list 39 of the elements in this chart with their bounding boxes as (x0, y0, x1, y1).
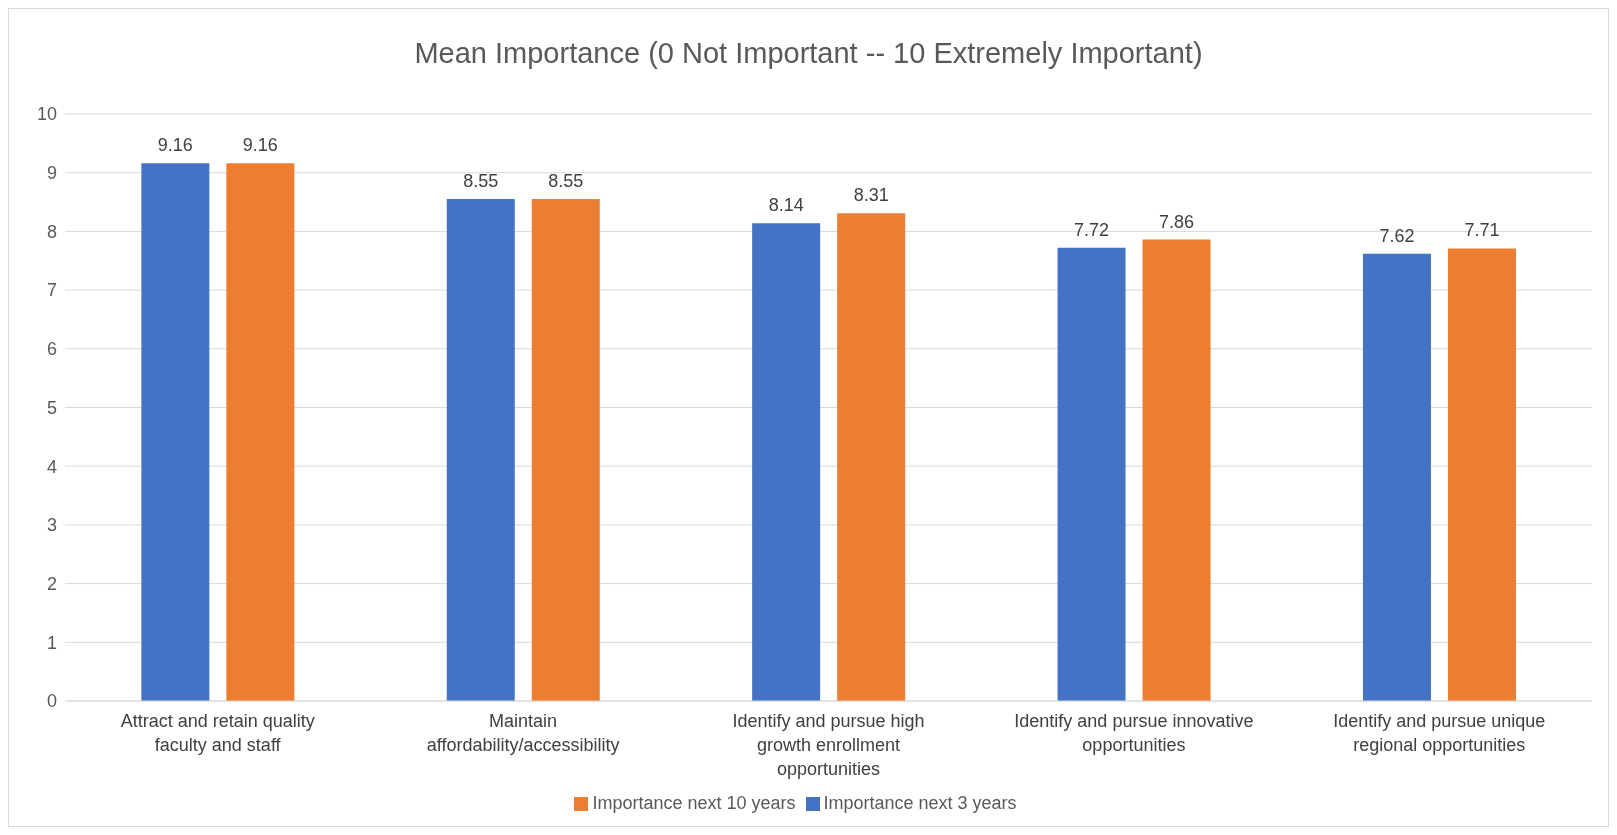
data-label: 7.62 (1379, 225, 1415, 246)
y-tick-label: 4 (46, 456, 57, 477)
y-tick-label: 8 (46, 221, 57, 242)
y-tick-label: 0 (46, 691, 57, 712)
x-tick-label: Attract and retain quality faculty and staff (120, 711, 315, 755)
data-label: 7.71 (1464, 220, 1500, 241)
bar (226, 163, 295, 701)
x-tick-label: Identify and pursue unique regional opportunities (1333, 711, 1546, 755)
y-tick-label: 7 (46, 280, 57, 301)
bar (446, 199, 515, 701)
data-label: 8.55 (548, 171, 584, 192)
bar (141, 163, 210, 701)
bar (531, 199, 600, 701)
bar (1447, 248, 1516, 701)
bar (1362, 253, 1431, 701)
bar (1142, 239, 1211, 701)
y-tick-label: 1 (46, 632, 57, 653)
chart-title: Mean Importance (0 Not Important -- 10 Extremely Important) (413, 36, 1204, 71)
legend-label: Importance next 3 years (823, 793, 1017, 813)
legend-label: Importance next 10 years (592, 793, 796, 813)
x-tick-label: Identify and pursue high growth enrollment opportunities (732, 711, 925, 779)
bar (837, 213, 906, 701)
y-tick-label: 10 (36, 104, 57, 125)
y-tick-label: 2 (46, 573, 57, 594)
data-label: 9.16 (157, 135, 193, 156)
data-label: 8.55 (463, 171, 499, 192)
data-label: 7.86 (1159, 211, 1195, 232)
y-tick-label: 9 (46, 163, 57, 184)
data-label: 7.72 (1074, 219, 1110, 240)
y-tick-label: 3 (46, 515, 57, 536)
x-tick-label: Maintain affordability/accessibility (426, 711, 620, 755)
y-tick-label: 6 (46, 339, 57, 360)
bar (1057, 247, 1126, 701)
x-tick-label: Identify and pursue innovative opportunities (1014, 711, 1254, 755)
y-tick-label: 5 (46, 397, 57, 418)
bar (752, 223, 821, 701)
data-label: 9.16 (242, 135, 278, 156)
data-label: 8.14 (768, 195, 804, 216)
data-label: 8.31 (853, 185, 889, 206)
